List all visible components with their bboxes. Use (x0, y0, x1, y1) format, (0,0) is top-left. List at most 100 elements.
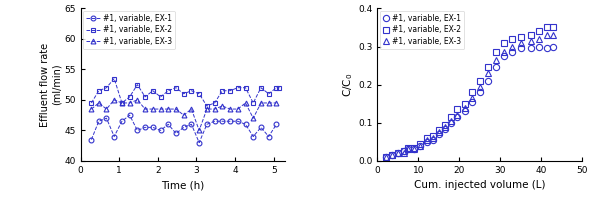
#1, variable, EX-3 (544, 34, 551, 36)
#1, variable, EX-2 (517, 36, 524, 38)
#1, variable, EX-2 (273, 87, 280, 89)
#1, variable, EX-3 (219, 105, 226, 107)
Line: #1, variable, EX-2: #1, variable, EX-2 (383, 24, 556, 160)
#1, variable, EX-2 (242, 87, 249, 89)
#1, variable, EX-2 (509, 38, 516, 40)
#1, variable, EX-1 (250, 135, 257, 138)
#1, variable, EX-3 (527, 40, 534, 42)
#1, variable, EX-2 (134, 83, 141, 86)
Y-axis label: Effluent flow rate
(ml/min): Effluent flow rate (ml/min) (40, 43, 61, 127)
#1, variable, EX-2 (110, 77, 118, 80)
Line: #1, variable, EX-3: #1, variable, EX-3 (383, 32, 556, 160)
#1, variable, EX-2 (165, 89, 172, 92)
#1, variable, EX-3 (134, 99, 141, 101)
#1, variable, EX-2 (234, 87, 241, 89)
#1, variable, EX-3 (180, 114, 187, 116)
#1, variable, EX-2 (394, 152, 401, 155)
#1, variable, EX-2 (501, 41, 508, 44)
#1, variable, EX-2 (180, 93, 187, 95)
#1, variable, EX-1 (196, 141, 203, 144)
#1, variable, EX-3 (405, 148, 412, 151)
#1, variable, EX-1 (517, 47, 524, 50)
#1, variable, EX-1 (265, 135, 272, 138)
#1, variable, EX-2 (468, 91, 475, 94)
#1, variable, EX-2 (257, 87, 264, 89)
#1, variable, EX-3 (204, 108, 211, 110)
#1, variable, EX-3 (411, 148, 418, 151)
#1, variable, EX-3 (401, 152, 408, 155)
#1, variable, EX-3 (273, 102, 280, 104)
#1, variable, EX-1 (103, 117, 110, 120)
#1, variable, EX-2 (484, 66, 491, 69)
#1, variable, EX-3 (110, 99, 118, 101)
#1, variable, EX-1 (242, 123, 249, 126)
#1, variable, EX-2 (265, 93, 272, 95)
#1, variable, EX-1 (509, 51, 516, 54)
#1, variable, EX-2 (536, 30, 543, 33)
#1, variable, EX-1 (550, 45, 557, 48)
#1, variable, EX-1 (468, 101, 475, 103)
#1, variable, EX-1 (476, 91, 484, 94)
#1, variable, EX-2 (423, 137, 430, 139)
#1, variable, EX-3 (550, 34, 557, 36)
#1, variable, EX-3 (493, 59, 500, 61)
#1, variable, EX-2 (454, 108, 461, 111)
#1, variable, EX-2 (188, 89, 195, 92)
#1, variable, EX-1 (441, 127, 448, 130)
#1, variable, EX-2 (88, 102, 95, 104)
#1, variable, EX-2 (401, 150, 408, 153)
#1, variable, EX-2 (276, 87, 283, 89)
#1, variable, EX-3 (234, 108, 241, 110)
X-axis label: Time (h): Time (h) (161, 180, 205, 190)
#1, variable, EX-1 (219, 120, 226, 122)
Line: #1, variable, EX-3: #1, variable, EX-3 (89, 97, 279, 133)
#1, variable, EX-3 (211, 108, 218, 110)
#1, variable, EX-3 (454, 114, 461, 116)
#1, variable, EX-3 (509, 45, 516, 48)
Legend: #1, variable, EX-1, #1, variable, EX-2, #1, variable, EX-3: #1, variable, EX-1, #1, variable, EX-2, … (83, 11, 175, 49)
#1, variable, EX-1 (417, 144, 424, 147)
#1, variable, EX-2 (226, 89, 233, 92)
#1, variable, EX-3 (95, 102, 102, 104)
#1, variable, EX-2 (462, 102, 469, 105)
#1, variable, EX-1 (188, 123, 195, 126)
#1, variable, EX-3 (382, 156, 389, 158)
Line: #1, variable, EX-1: #1, variable, EX-1 (89, 113, 279, 145)
#1, variable, EX-1 (211, 120, 218, 122)
#1, variable, EX-2 (196, 93, 203, 95)
#1, variable, EX-1 (411, 148, 418, 151)
#1, variable, EX-1 (435, 133, 442, 135)
#1, variable, EX-2 (435, 129, 442, 132)
#1, variable, EX-1 (448, 122, 455, 124)
#1, variable, EX-2 (118, 102, 125, 104)
#1, variable, EX-1 (88, 138, 95, 141)
#1, variable, EX-3 (165, 108, 172, 110)
#1, variable, EX-2 (382, 156, 389, 158)
#1, variable, EX-2 (448, 116, 455, 118)
#1, variable, EX-2 (493, 51, 500, 54)
#1, variable, EX-3 (173, 108, 180, 110)
#1, variable, EX-2 (544, 26, 551, 29)
#1, variable, EX-1 (149, 126, 156, 129)
#1, variable, EX-3 (226, 108, 233, 110)
#1, variable, EX-2 (250, 102, 257, 104)
#1, variable, EX-1 (394, 152, 401, 155)
#1, variable, EX-2 (405, 146, 412, 149)
#1, variable, EX-1 (388, 154, 395, 157)
#1, variable, EX-2 (157, 96, 164, 98)
#1, variable, EX-1 (429, 139, 436, 141)
#1, variable, EX-1 (180, 126, 187, 129)
#1, variable, EX-2 (149, 89, 156, 92)
#1, variable, EX-3 (242, 102, 249, 104)
#1, variable, EX-3 (429, 137, 436, 139)
#1, variable, EX-2 (211, 102, 218, 104)
#1, variable, EX-1 (501, 55, 508, 57)
#1, variable, EX-2 (411, 146, 418, 149)
#1, variable, EX-3 (476, 85, 484, 88)
#1, variable, EX-3 (157, 108, 164, 110)
#1, variable, EX-2 (417, 143, 424, 145)
Line: #1, variable, EX-2: #1, variable, EX-2 (89, 76, 282, 108)
#1, variable, EX-1 (234, 120, 241, 122)
#1, variable, EX-1 (462, 110, 469, 113)
#1, variable, EX-3 (250, 117, 257, 120)
